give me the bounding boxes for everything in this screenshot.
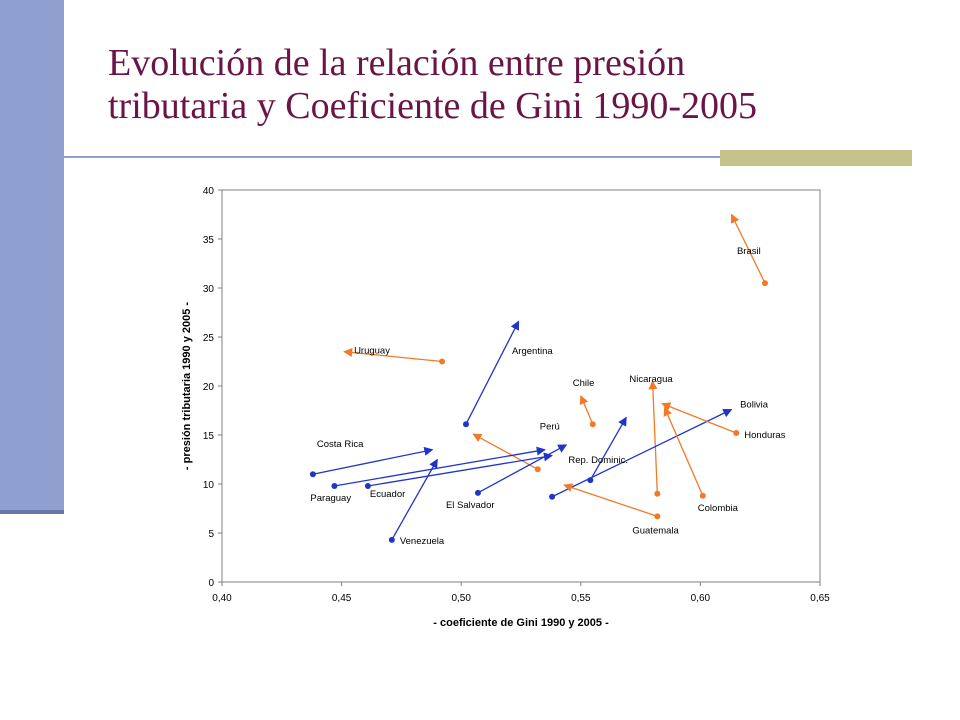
- label-per: Perú: [540, 421, 560, 432]
- x-tick-label: 0,50: [451, 593, 471, 604]
- arrow-bolivia: [551, 408, 733, 498]
- label-colombia: Colombia: [698, 503, 739, 514]
- point-ecuador: [364, 482, 371, 489]
- arrow-chile: [579, 394, 594, 425]
- point-uruguay: [439, 358, 446, 365]
- slide-title-line-1: Evolución de la relación entre presión: [108, 42, 686, 84]
- label-bolivia: Bolivia: [740, 400, 769, 411]
- y-tick-label: 5: [208, 529, 214, 540]
- y-tick-label: 30: [203, 284, 215, 295]
- arrow-el-salvador: [477, 444, 568, 494]
- slide-title-line-2: tributaria y Coeficiente de Gini 1990-20…: [108, 85, 757, 127]
- point-el-salvador: [474, 489, 481, 496]
- plot-area: [221, 189, 821, 583]
- axes: 0 5 10 15 20 25 30 35 40 0,40 0,45 0,50 0,55 0,60 0,65: [203, 186, 830, 604]
- point-guatemala: [654, 513, 661, 520]
- label-venezuela: Venezuela: [400, 536, 445, 547]
- side-bar-shadow: [0, 510, 64, 514]
- arrow-costa-rica: [312, 446, 434, 475]
- label-nicaragua: Nicaragua: [629, 374, 673, 385]
- arrow-rep-dominic: [589, 416, 627, 481]
- slide-title: Evolución de la relación entre presión t…: [108, 42, 928, 128]
- label-chile: Chile: [573, 378, 595, 389]
- label-uruguay: Uruguay: [354, 346, 390, 357]
- point-venezuela: [388, 536, 395, 543]
- chart-marks: Brasil Uruguay Argentina Chile Nicaragua Boli…: [309, 213, 786, 547]
- decorative-side-bar: [0, 0, 64, 512]
- point-argentina: [462, 421, 469, 428]
- arrow-venezuela: [391, 458, 438, 541]
- arrow-ecuador: [367, 452, 553, 487]
- arrow-uruguay: [343, 347, 443, 363]
- label-paraguay: Paraguay: [310, 493, 351, 504]
- arrow-brasil: [730, 213, 766, 284]
- label-costa-rica: Costa Rica: [317, 439, 364, 450]
- point-honduras: [733, 430, 740, 437]
- point-costa-rica: [309, 471, 316, 478]
- point-rep-dominic: [587, 477, 594, 484]
- point-chile: [589, 421, 596, 428]
- title-divider-accent: [720, 150, 912, 166]
- label-el-salvador: El Salvador: [446, 500, 495, 511]
- x-tick-label: 0,60: [691, 593, 711, 604]
- point-paraguay: [331, 482, 338, 489]
- label-brasil: Brasil: [737, 246, 761, 257]
- label-argentina: Argentina: [512, 346, 553, 357]
- arrow-colombia: [663, 406, 704, 497]
- point-brasil: [761, 280, 768, 287]
- y-tick-label: 35: [203, 235, 215, 246]
- arrow-nicaragua: [648, 380, 658, 494]
- label-honduras: Honduras: [744, 430, 785, 441]
- y-tick-label: 25: [203, 333, 215, 344]
- x-tick-label: 0,45: [332, 593, 352, 604]
- label-ecuador: Ecuador: [370, 489, 405, 500]
- point-per: [534, 466, 541, 473]
- arrow-argentina: [465, 320, 520, 425]
- y-tick-label: 20: [203, 382, 215, 393]
- title-divider-line: [40, 156, 912, 158]
- y-axis-title: - presión tributaria 1990 y 2005 -: [181, 302, 193, 470]
- x-tick-label: 0,55: [571, 593, 591, 604]
- x-tick-label: 0,65: [810, 593, 830, 604]
- label-rep-dominic: Rep. Dominic.: [568, 455, 628, 466]
- point-nicaragua: [654, 490, 661, 497]
- arrow-honduras: [661, 402, 737, 434]
- arrow-paraguay: [334, 446, 546, 487]
- arrow-per: [472, 433, 539, 470]
- y-tick-label: 0: [208, 578, 214, 589]
- y-tick-label: 15: [203, 431, 215, 442]
- label-guatemala: Guatemala: [632, 525, 679, 536]
- x-tick-label: 0,40: [212, 593, 232, 604]
- point-bolivia: [549, 493, 556, 500]
- point-colombia: [699, 492, 706, 499]
- y-tick-label: 40: [203, 186, 215, 197]
- arrow-guatemala: [563, 483, 658, 517]
- y-tick-label: 10: [203, 480, 215, 491]
- x-axis-title: - coeficiente de Gini 1990 y 2005 -: [433, 617, 609, 629]
